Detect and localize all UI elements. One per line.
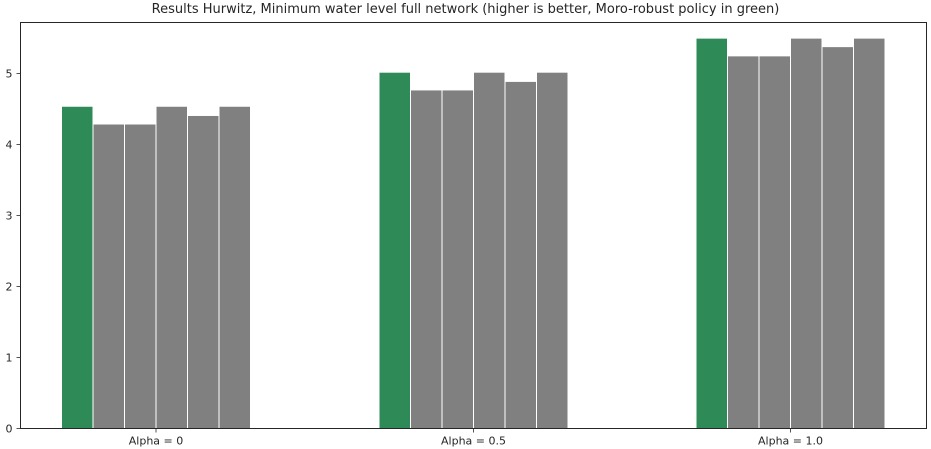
y-axis: 0 1 2 3 4 5	[6, 68, 21, 436]
bar-2-2	[410, 89, 443, 430]
bar-3-6	[853, 37, 886, 430]
y-tick-label: 2	[6, 281, 13, 294]
bar-3-2	[727, 55, 760, 430]
x-axis: Alpha = 0 Alpha = 0.5 Alpha = 1.0	[129, 428, 823, 448]
bar-3-5	[821, 46, 854, 429]
bar-3-3	[758, 55, 791, 430]
y-tick-label: 5	[6, 68, 13, 81]
bar-2-6	[536, 71, 569, 429]
y-tick-label: 3	[6, 210, 13, 223]
chart-title: Results Hurwitz, Minimum water level ful…	[151, 2, 780, 17]
plot-frame	[20, 22, 927, 429]
x-tick-label: Alpha = 0.5	[441, 435, 506, 448]
bar-1-6	[218, 105, 251, 429]
bar-1-5	[187, 114, 220, 429]
x-tick-label: Alpha = 1.0	[758, 435, 823, 448]
bar-3-4	[790, 37, 823, 430]
y-tick-label: 4	[6, 139, 13, 152]
bar-1-1	[61, 105, 94, 429]
y-tick-label: 0	[6, 423, 13, 436]
bar-1-2	[92, 123, 125, 429]
bar-1-4	[155, 105, 188, 429]
bar-1-3	[124, 123, 157, 429]
bar-2-1	[378, 71, 411, 429]
bar-2-4	[473, 71, 506, 429]
y-tick-label: 1	[6, 352, 13, 365]
bars-group	[61, 37, 886, 430]
bar-2-5	[504, 80, 537, 429]
bar-3-1	[695, 37, 728, 430]
bar-2-3	[441, 89, 474, 430]
x-tick-label: Alpha = 0	[129, 435, 183, 448]
